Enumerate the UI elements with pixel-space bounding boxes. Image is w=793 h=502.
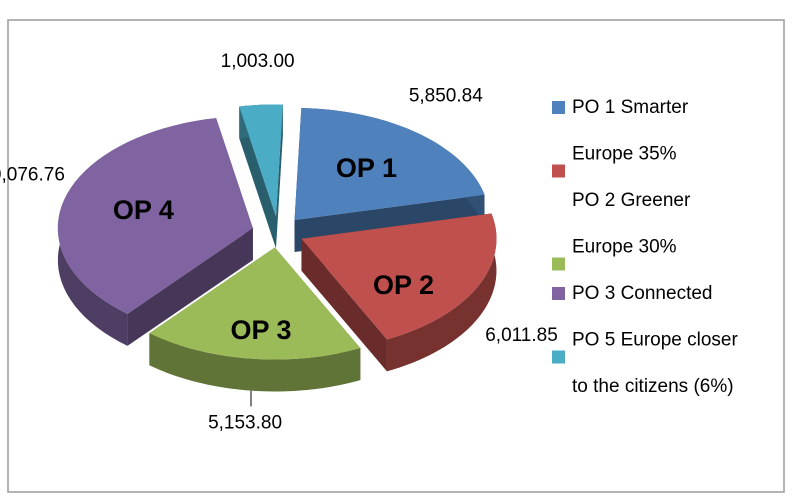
slice-label: OP 2 bbox=[373, 270, 434, 300]
legend-label: PO 3 Connected bbox=[572, 283, 712, 304]
legend-swatch bbox=[552, 350, 565, 364]
slice-side bbox=[275, 104, 283, 249]
legend-label: to the citizens (6%) bbox=[572, 376, 734, 397]
slice-label: OP 4 bbox=[113, 195, 174, 225]
legend-label: Europe 30% bbox=[572, 237, 677, 258]
slice-side bbox=[239, 106, 276, 249]
legend-swatch bbox=[552, 164, 565, 178]
slice-top bbox=[57, 118, 253, 314]
slice-top bbox=[239, 104, 283, 217]
slice bbox=[239, 104, 283, 249]
data-label: 5,153.80 bbox=[208, 412, 282, 433]
legend: PO 1 Smarter Europe 35% PO 2 Greener Europe… bbox=[552, 97, 738, 397]
slice-side bbox=[301, 238, 387, 372]
data-label: 10,076.76 bbox=[0, 165, 65, 186]
legend-label: PO 5 Europe closer bbox=[572, 330, 738, 351]
legend-swatch bbox=[552, 101, 565, 114]
slice-wall bbox=[149, 333, 361, 392]
data-label: 6,011.85 bbox=[485, 325, 558, 346]
slice-label: OP 1 bbox=[336, 153, 397, 183]
data-label: 5,850.84 bbox=[409, 86, 483, 107]
legend-label: PO 2 Greener bbox=[572, 190, 691, 211]
slice: OP 4 bbox=[57, 118, 253, 346]
pie: OP 1 OP 4 OP 2 OP 3 5,850.84 6,011.85 5,153.80… bbox=[0, 51, 558, 433]
slice: OP 2 bbox=[301, 213, 497, 372]
slice-top bbox=[301, 213, 497, 340]
legend-swatch bbox=[552, 287, 565, 300]
slice-label: OP 3 bbox=[230, 315, 291, 345]
slice-top bbox=[294, 108, 485, 220]
data-label: 1,003.00 bbox=[221, 51, 295, 72]
slice-wall bbox=[386, 213, 497, 372]
legend-label: Europe 35% bbox=[572, 144, 677, 165]
slice-top bbox=[149, 247, 361, 360]
legend-swatch bbox=[552, 257, 565, 271]
slice-side bbox=[127, 228, 253, 346]
legend-label: PO 1 Smarter bbox=[572, 97, 689, 118]
slice: OP 3 bbox=[149, 247, 361, 392]
